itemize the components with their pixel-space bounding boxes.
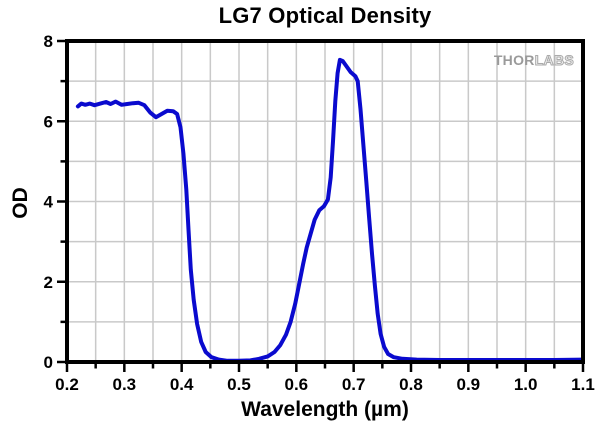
chart-title: LG7 Optical Density [218,3,432,28]
x-tick-label: 1.0 [514,375,538,394]
x-axis-label: Wavelength (µm) [241,398,409,421]
thorlabs-logo-labs: LABS [534,52,574,69]
od-curve [75,57,585,363]
y-tick-label: 2 [44,273,53,292]
y-tick-label: 6 [44,112,53,131]
y-tick-label: 8 [44,32,53,51]
x-tick-label: 0.8 [399,375,423,394]
y-tick-label: 0 [44,353,53,372]
x-tick-label: 0.4 [170,375,194,394]
x-tick-label: 0.3 [113,375,137,394]
y-tick-label: 4 [44,193,54,212]
x-tick-label: 0.5 [227,375,251,394]
thorlabs-logo-thor: THOR [493,52,535,68]
x-tick-label: 0.9 [457,375,481,394]
x-tick-label: 0.7 [342,375,366,394]
thorlabs-logo: THORLABS [493,52,574,69]
x-tick-label: 1.1 [571,375,595,394]
x-tick-label: 0.6 [285,375,309,394]
x-tick-label: 0.2 [55,375,79,394]
